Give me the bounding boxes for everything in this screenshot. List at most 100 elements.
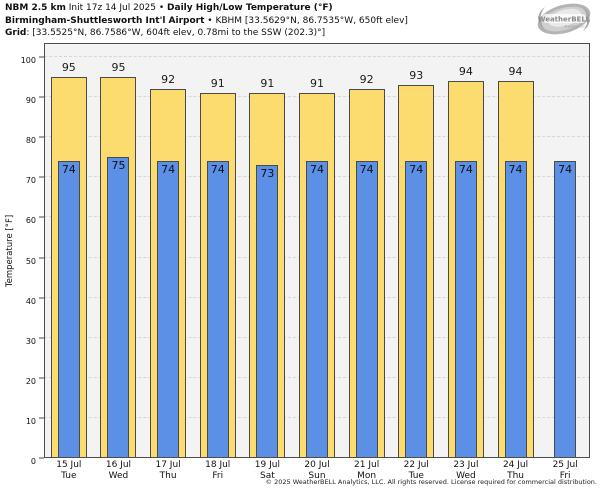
y-tick-mark bbox=[39, 56, 44, 58]
model-name: NBM 2.5 km bbox=[5, 3, 66, 13]
x-tick-weekday: Fri bbox=[212, 471, 224, 481]
high-value-label: 91 bbox=[210, 77, 225, 91]
y-tick-mark bbox=[39, 417, 44, 419]
x-tick-label: 15 Jul Tue bbox=[56, 460, 81, 482]
x-tick-date: 22 Jul bbox=[403, 460, 429, 470]
low-value-label: 74 bbox=[359, 163, 374, 177]
header-line-1: NBM 2.5 km Init 17z 14 Jul 2025 • Daily … bbox=[5, 2, 408, 15]
grid-label: Grid bbox=[5, 28, 27, 38]
x-tick-date: 21 Jul bbox=[354, 460, 380, 470]
header-line-2: Birmingham-Shuttlesworth Int'l Airport •… bbox=[5, 15, 408, 28]
y-tick-label: 50 bbox=[25, 256, 36, 266]
weatherbell-swirl-icon: WeatherBELL Analytics LLC bbox=[538, 3, 591, 35]
separator: • bbox=[204, 15, 216, 26]
low-bar: 74 bbox=[306, 161, 328, 458]
x-tick-weekday: Tue bbox=[61, 471, 77, 481]
low-value-label: 74 bbox=[210, 163, 225, 177]
y-tick-mark bbox=[39, 136, 44, 138]
low-bar: 74 bbox=[355, 161, 378, 458]
high-value-label: 92 bbox=[161, 73, 176, 87]
low-value-label: 74 bbox=[409, 163, 424, 177]
x-tick-date: 16 Jul bbox=[105, 460, 132, 470]
high-value-label: 94 bbox=[508, 65, 523, 79]
x-tick-label: 19 Jul Sat bbox=[255, 460, 280, 482]
separator: • bbox=[156, 3, 168, 13]
y-tick-mark bbox=[39, 257, 44, 258]
x-tick-date: 24 Jul bbox=[502, 460, 529, 470]
low-bar: 74 bbox=[405, 161, 428, 458]
x-tick-label: 25 Jul Fri bbox=[553, 460, 578, 482]
y-tick-label: 90 bbox=[25, 96, 36, 106]
low-value-label: 74 bbox=[61, 163, 76, 177]
y-tick-mark bbox=[39, 96, 44, 98]
x-tick-date: 23 Jul bbox=[453, 460, 479, 470]
x-tick-date: 20 Jul bbox=[304, 460, 330, 470]
header-line-3: Grid: [33.5525°N, 86.7586°W, 604ft elev,… bbox=[5, 27, 408, 40]
x-tick-weekday: Mon bbox=[357, 471, 377, 481]
y-tick-label: 100 bbox=[20, 56, 36, 65]
low-value-label: 73 bbox=[260, 167, 275, 181]
x-tick-date: 18 Jul bbox=[205, 460, 231, 470]
x-tick-weekday: Fri bbox=[559, 471, 571, 481]
logo-brand-text: WeatherBELL bbox=[538, 16, 591, 24]
x-tick-weekday: Wed bbox=[108, 471, 129, 481]
x-tick-label: 16 Jul Wed bbox=[106, 460, 131, 482]
high-value-label: 91 bbox=[310, 77, 324, 91]
low-value-label: 74 bbox=[161, 163, 176, 177]
init-time: Init 17z 14 Jul 2025 bbox=[65, 3, 157, 13]
x-tick-label: 17 Jul Thu bbox=[155, 460, 180, 482]
high-value-label: 95 bbox=[111, 61, 126, 75]
x-tick-weekday: Sat bbox=[259, 471, 275, 481]
low-bar: 74 bbox=[554, 161, 577, 458]
x-tick-date: 19 Jul bbox=[254, 460, 280, 470]
y-axis-label: Temperature [°F] bbox=[5, 214, 16, 287]
low-bar: 74 bbox=[504, 161, 527, 458]
high-value-label: 95 bbox=[61, 61, 76, 75]
weatherbell-logo: WeatherBELL Analytics LLC bbox=[531, 2, 597, 40]
chart-plot-area: Temperature [°F] 0 10 20 30 40 50 60 70 80 90 100 9… bbox=[5, 43, 590, 481]
y-tick-mark bbox=[39, 337, 44, 339]
y-tick-mark bbox=[39, 176, 44, 178]
y-tick-label: 70 bbox=[25, 176, 36, 186]
low-value-label: 74 bbox=[458, 163, 473, 177]
x-tick-weekday: Sun bbox=[308, 471, 326, 481]
y-tick-label: 40 bbox=[25, 296, 36, 306]
x-tick-label: 20 Jul Sun bbox=[304, 460, 329, 482]
y-tick-mark bbox=[39, 216, 44, 218]
y-tick-label: 20 bbox=[25, 376, 36, 386]
high-value-label: 91 bbox=[260, 77, 275, 91]
gridline-100 bbox=[44, 56, 590, 57]
low-bar: 74 bbox=[454, 161, 477, 458]
product-title: Daily High/Low Temperature (°F) bbox=[167, 3, 333, 13]
x-tick-weekday: Thu bbox=[159, 471, 177, 481]
station-info: KBHM [33.5629°N, 86.7535°W, 650ft elev] bbox=[215, 15, 408, 26]
logo-sub-text: Analytics LLC bbox=[564, 25, 586, 29]
x-tick-weekday: Tue bbox=[408, 471, 424, 481]
y-tick-label: 60 bbox=[25, 216, 36, 226]
high-value-label: 94 bbox=[458, 65, 473, 79]
x-tick-weekday: Wed bbox=[456, 471, 476, 481]
low-bar: 74 bbox=[206, 161, 229, 458]
y-tick-mark bbox=[39, 377, 44, 379]
y-tick-mark bbox=[39, 457, 44, 459]
y-tick-label: 80 bbox=[25, 136, 36, 146]
x-tick-label: 22 Jul Tue bbox=[404, 460, 429, 482]
low-bar: 74 bbox=[157, 161, 180, 458]
y-tick-label: 30 bbox=[25, 336, 36, 346]
copyright-notice: © 2025 WeatherBELL Analytics, LLC. All r… bbox=[265, 478, 597, 486]
x-tick-label: 24 Jul Thu bbox=[503, 460, 528, 482]
high-value-label: 92 bbox=[359, 73, 374, 87]
x-tick-label: 18 Jul Fri bbox=[205, 460, 230, 482]
x-tick-date: 17 Jul bbox=[155, 460, 181, 470]
high-value-label: 93 bbox=[409, 69, 424, 83]
low-value-label: 74 bbox=[310, 163, 324, 177]
grid-info: : [33.5525°N, 86.7586°W, 604ft elev, 0.7… bbox=[26, 28, 326, 38]
y-axis-label-wrap: Temperature [°F] bbox=[3, 43, 17, 458]
x-tick-label: 23 Jul Wed bbox=[453, 460, 478, 482]
y-tick-label: 0 bbox=[30, 457, 36, 466]
low-bar: 74 bbox=[57, 161, 80, 458]
chart-header: NBM 2.5 km Init 17z 14 Jul 2025 • Daily … bbox=[5, 2, 408, 40]
x-tick-date: 25 Jul bbox=[552, 460, 578, 470]
x-tick-weekday: Thu bbox=[507, 471, 524, 481]
